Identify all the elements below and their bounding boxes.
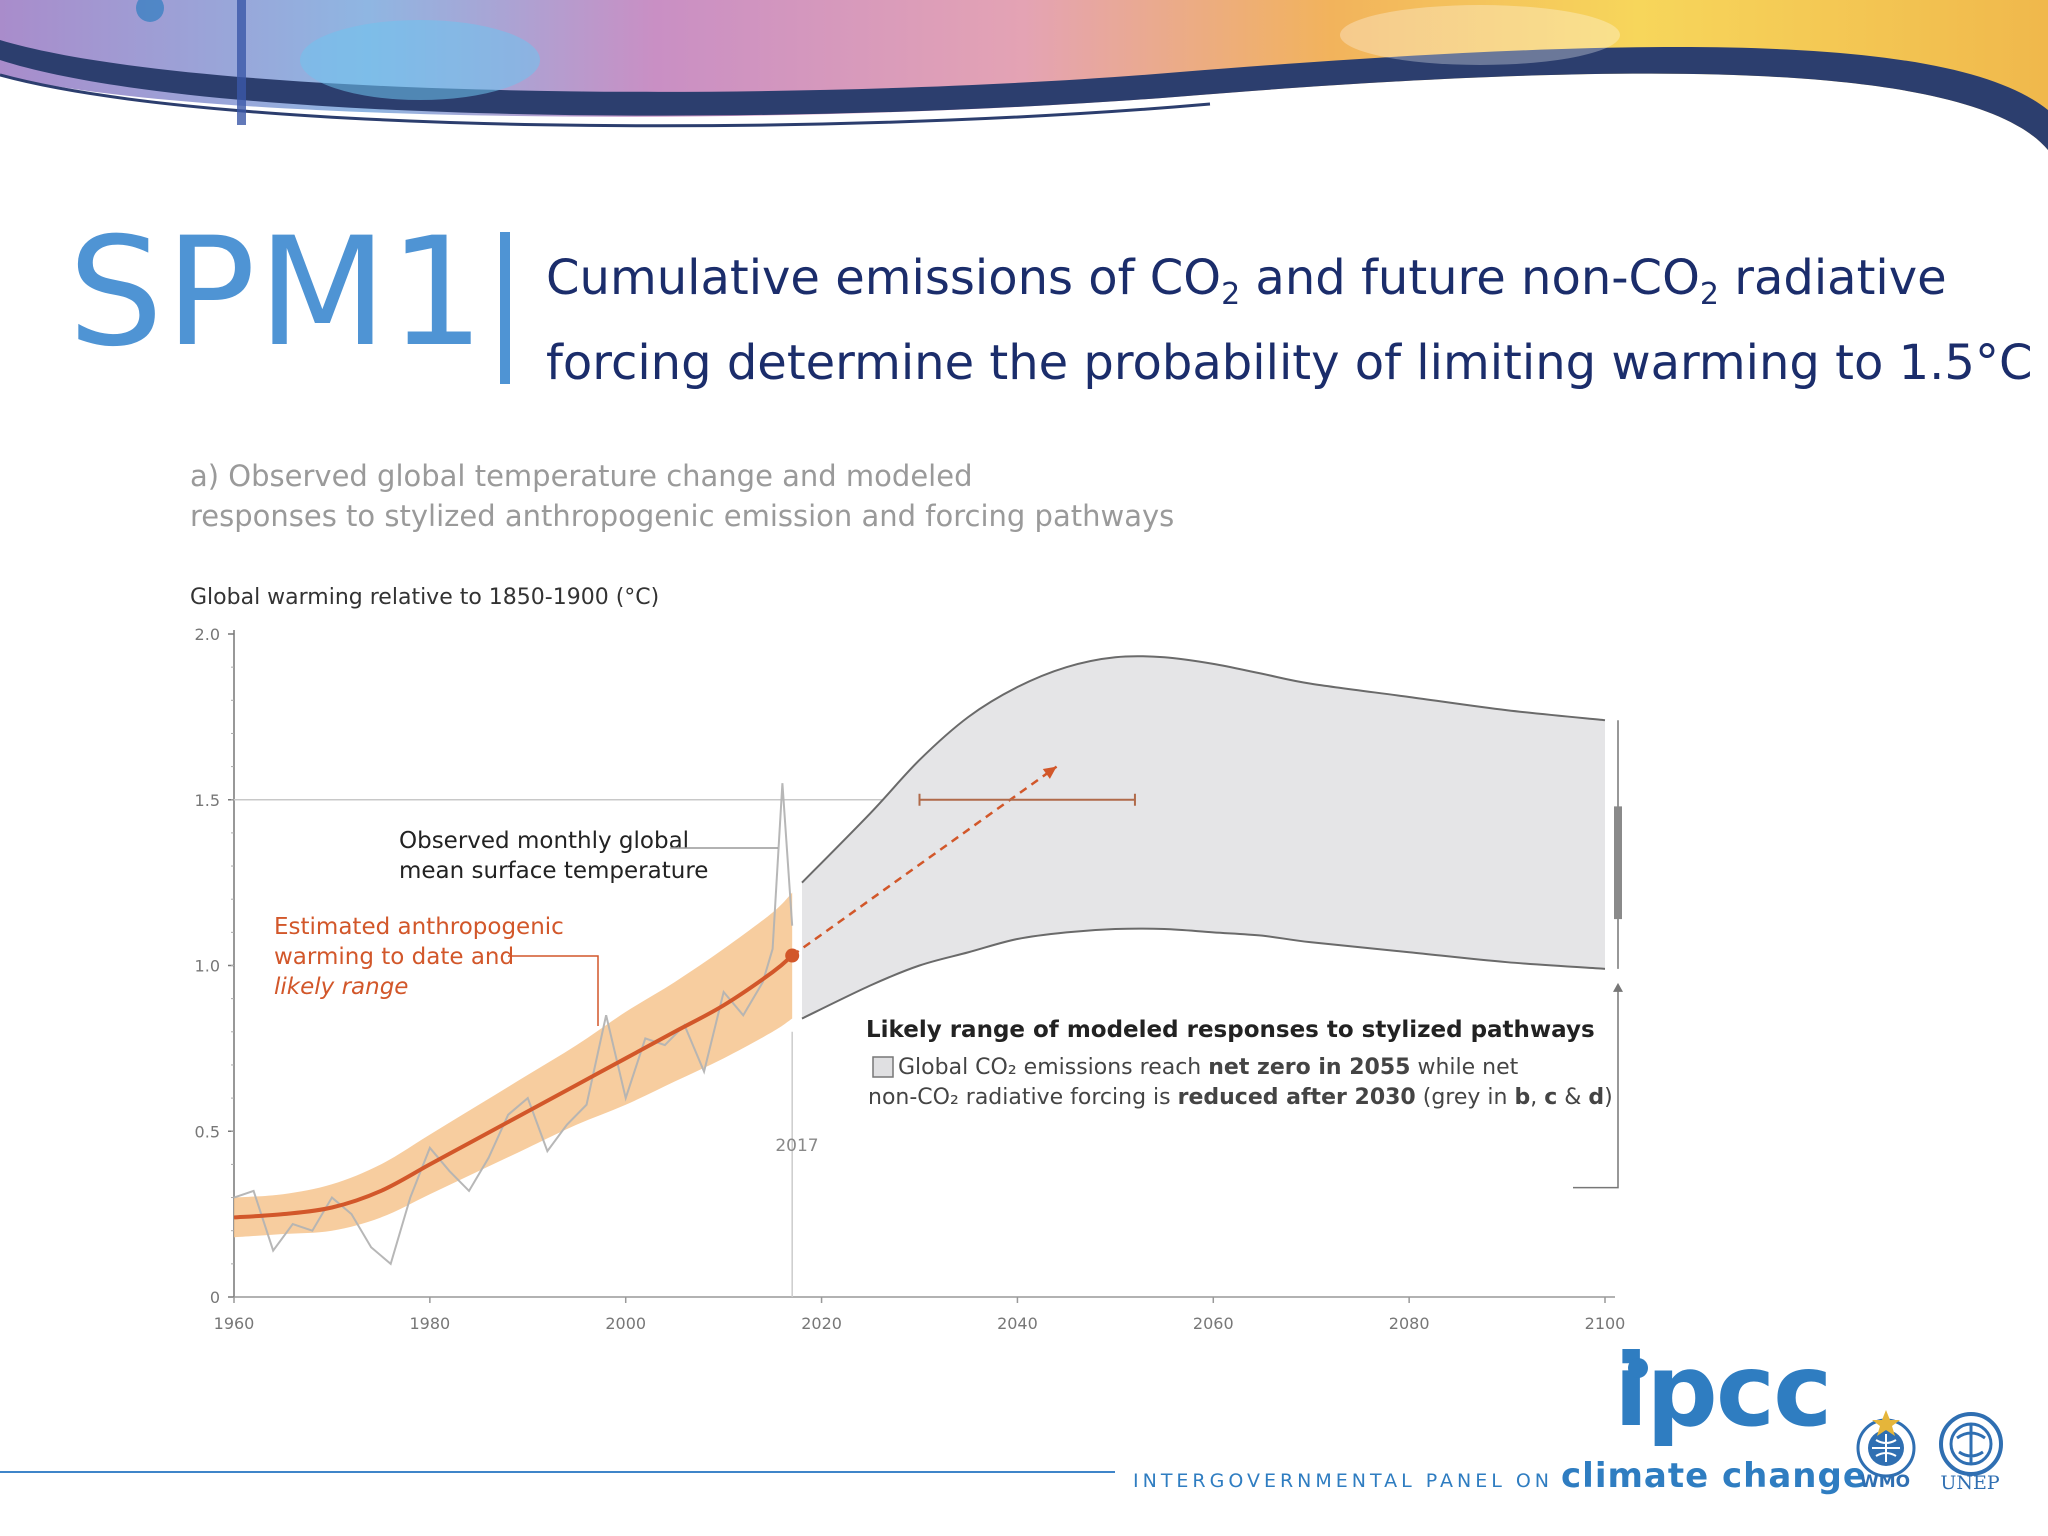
- unep-emblem-icon: [1939, 1412, 2003, 1476]
- projection-arrow-head: [1042, 766, 1057, 779]
- legend-connector: [1573, 990, 1619, 1189]
- panel-title-line-1: a) Observed global temperature change an…: [190, 459, 972, 493]
- headline-line-2: forcing determine the probability of lim…: [546, 335, 2033, 391]
- y-tick-label: 1.0: [195, 957, 220, 976]
- range-2100-bar: [1614, 806, 1622, 920]
- x-tick-label: 2020: [801, 1314, 842, 1333]
- ipcc-tagline: INTERGOVERNMENTAL PANEL ON climate change: [1133, 1456, 1867, 1496]
- wmo-label: WMO: [1859, 1472, 1911, 1492]
- legend-swatch: [872, 1056, 894, 1078]
- x-tick-label: 2040: [997, 1314, 1038, 1333]
- legend-connector-arrowhead: [1613, 982, 1623, 992]
- x-tick-label: 1980: [409, 1314, 450, 1333]
- observed-temperature-line: [233, 783, 794, 1266]
- y-tick-label: 0: [210, 1288, 220, 1307]
- anthropogenic-annotation-line-2: warming to date and: [274, 944, 514, 970]
- wmo-emblem-icon: [1856, 1410, 1916, 1478]
- legend-title: Likely range of modeled responses to sty…: [866, 1017, 1595, 1043]
- model-range-upper-edge: [801, 655, 1606, 884]
- model-range-band: [801, 655, 1606, 1020]
- projection-overlays: [791, 720, 1623, 1189]
- projection-arrow-line: [791, 765, 1058, 957]
- y-axis-label: Global warming relative to 1850-1900 (°C…: [190, 585, 659, 610]
- title-divider: [500, 232, 510, 384]
- y-tick-label: 0.5: [195, 1122, 220, 1141]
- x-tick-label: 2000: [605, 1314, 646, 1333]
- observed-annotation-line-2: mean surface temperature: [399, 858, 708, 884]
- x-tick-label: 2060: [1193, 1314, 1234, 1333]
- footer-rule: [0, 1471, 1115, 1473]
- legend-line-2: non-CO₂ radiative forcing is reduced aft…: [868, 1085, 1613, 1110]
- header-banner: [0, 0, 2048, 150]
- present-year-label: 2017: [775, 1136, 818, 1156]
- model-range-lower-edge: [801, 927, 1606, 1020]
- anthropogenic-annotation-leader: [508, 955, 599, 1026]
- model-range-fill: [801, 656, 1605, 1019]
- x-tick-label: 1960: [214, 1314, 255, 1333]
- ipcc-logo: ipcc: [1614, 1332, 1832, 1449]
- observed-series: [233, 783, 794, 1266]
- anthropogenic-band: [234, 892, 793, 1238]
- slide-code: SPM1: [68, 206, 487, 380]
- slide-headline: Cumulative emissions of CO2 and future n…: [546, 244, 2033, 397]
- headline-line-1: Cumulative emissions of CO2 and future n…: [546, 250, 1947, 312]
- anthropogenic-annotation-line-1: Estimated anthropogenic: [274, 914, 564, 940]
- x-tick-label: 2080: [1389, 1314, 1430, 1333]
- y-tick-label: 2.0: [195, 625, 220, 644]
- y-tick-label: 1.5: [195, 791, 220, 810]
- ipcc-logo-dot: [1628, 1358, 1648, 1378]
- x-tick-label: 2100: [1585, 1314, 1626, 1333]
- anthropogenic-annotation-line-3: likely range: [274, 974, 408, 1000]
- anthropogenic-likely-range: [234, 892, 793, 1238]
- warming-chart: a) Observed global temperature change an…: [190, 459, 1626, 1333]
- unep-label: UNEP: [1940, 1472, 2000, 1494]
- panel-title-line-2: responses to stylized anthropogenic emis…: [190, 499, 1174, 533]
- legend-line-1: Global CO₂ emissions reach net zero in 2…: [898, 1055, 1519, 1080]
- anthropogenic-warming-line: [233, 954, 794, 1220]
- observed-annotation-line-1: Observed monthly global: [399, 828, 689, 854]
